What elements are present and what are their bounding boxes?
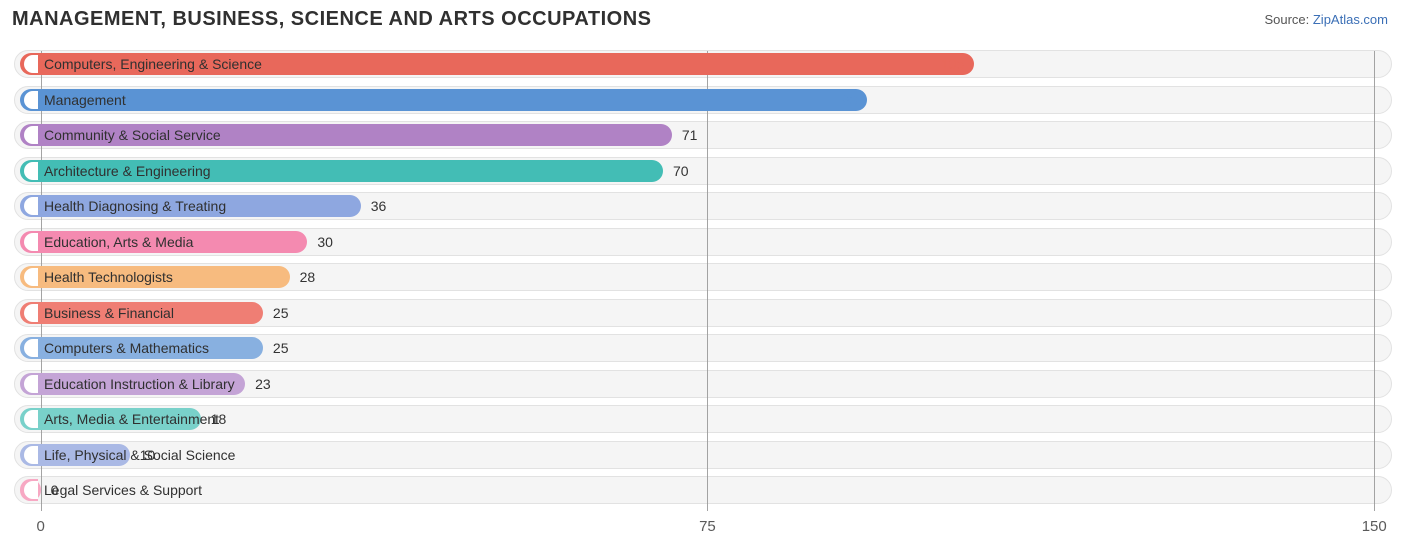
gridline bbox=[1374, 51, 1375, 511]
bar-row: Education Instruction & Library 23 bbox=[14, 369, 1392, 399]
bar-cap bbox=[22, 124, 38, 146]
x-tick-label: 0 bbox=[36, 518, 44, 535]
bar-label: Business & Financial bbox=[44, 305, 174, 321]
bar-value: 25 bbox=[273, 340, 289, 356]
bar-row: Arts, Media & Entertainment18 bbox=[14, 404, 1392, 434]
bar-label: Legal Services & Support bbox=[44, 482, 202, 498]
bar-row: Management 93 bbox=[14, 85, 1392, 115]
bar-label: Education, Arts & Media bbox=[44, 234, 193, 250]
bars-container: Computers, Engineering & Science 105 Manag… bbox=[14, 43, 1392, 507]
bar-cap bbox=[22, 231, 38, 253]
bar-cap bbox=[22, 302, 38, 324]
bar-row: Architecture & Engineering 70 bbox=[14, 156, 1392, 186]
chart-title: MANAGEMENT, BUSINESS, SCIENCE AND ARTS O… bbox=[12, 8, 651, 31]
bar-value: 28 bbox=[300, 269, 316, 285]
bar-value: 10 bbox=[140, 447, 156, 463]
bar-row: Health Diagnosing & Treating 36 bbox=[14, 191, 1392, 221]
bar-value: 105 bbox=[941, 56, 964, 72]
bar-cap bbox=[22, 479, 38, 501]
bar-row: Life, Physical & Social Science10 bbox=[14, 440, 1392, 470]
bar-cap bbox=[22, 444, 38, 466]
bar-cap bbox=[22, 337, 38, 359]
bar-cap bbox=[22, 89, 38, 111]
bar-label: Computers & Mathematics bbox=[44, 340, 209, 356]
bar-label: Architecture & Engineering bbox=[44, 163, 211, 179]
bar-row: Community & Social Service 71 bbox=[14, 120, 1392, 150]
bar-value: 93 bbox=[842, 92, 858, 108]
bar-cap bbox=[22, 160, 38, 182]
bar-cap bbox=[22, 53, 38, 75]
bar-value: 70 bbox=[673, 163, 689, 179]
bar-value: 18 bbox=[211, 411, 227, 427]
bar-label: Management bbox=[44, 92, 126, 108]
bar-label: Health Diagnosing & Treating bbox=[44, 198, 226, 214]
bar-label: Computers, Engineering & Science bbox=[44, 56, 262, 72]
bar-cap bbox=[22, 373, 38, 395]
x-tick-label: 150 bbox=[1362, 518, 1387, 535]
bar-row: Computers, Engineering & Science 105 bbox=[14, 49, 1392, 79]
x-tick-label: 75 bbox=[699, 518, 716, 535]
source-prefix: Source: bbox=[1264, 12, 1312, 27]
bar-cap bbox=[22, 195, 38, 217]
plot-region: Computers, Engineering & Science 105 Manag… bbox=[14, 43, 1392, 507]
bar-value: 71 bbox=[682, 127, 698, 143]
gridline bbox=[707, 51, 708, 511]
bar-row: Computers & Mathematics 25 bbox=[14, 333, 1392, 363]
bar-row: Education, Arts & Media 30 bbox=[14, 227, 1392, 257]
bar-label: Health Technologists bbox=[44, 269, 173, 285]
bar-value: 23 bbox=[255, 376, 271, 392]
bar-label: Community & Social Service bbox=[44, 127, 221, 143]
source-label: Source: ZipAtlas.com bbox=[1264, 8, 1388, 27]
bar-cap bbox=[22, 408, 38, 430]
bar-track bbox=[14, 476, 1392, 504]
bar-value: 36 bbox=[371, 198, 387, 214]
bar-value: 25 bbox=[273, 305, 289, 321]
bar-row: Health Technologists 28 bbox=[14, 262, 1392, 292]
bar-label: Education Instruction & Library bbox=[44, 376, 235, 392]
bar-value: 0 bbox=[51, 482, 59, 498]
bar-label: Arts, Media & Entertainment bbox=[44, 411, 219, 427]
source-link[interactable]: ZipAtlas.com bbox=[1313, 12, 1388, 27]
bar-row: Legal Services & Support0 bbox=[14, 475, 1392, 505]
chart-area: Computers, Engineering & Science 105 Manag… bbox=[14, 43, 1392, 543]
bar-value: 30 bbox=[317, 234, 333, 250]
bar-fill bbox=[20, 89, 867, 111]
bar-row: Business & Financial 25 bbox=[14, 298, 1392, 328]
bar-cap bbox=[22, 266, 38, 288]
